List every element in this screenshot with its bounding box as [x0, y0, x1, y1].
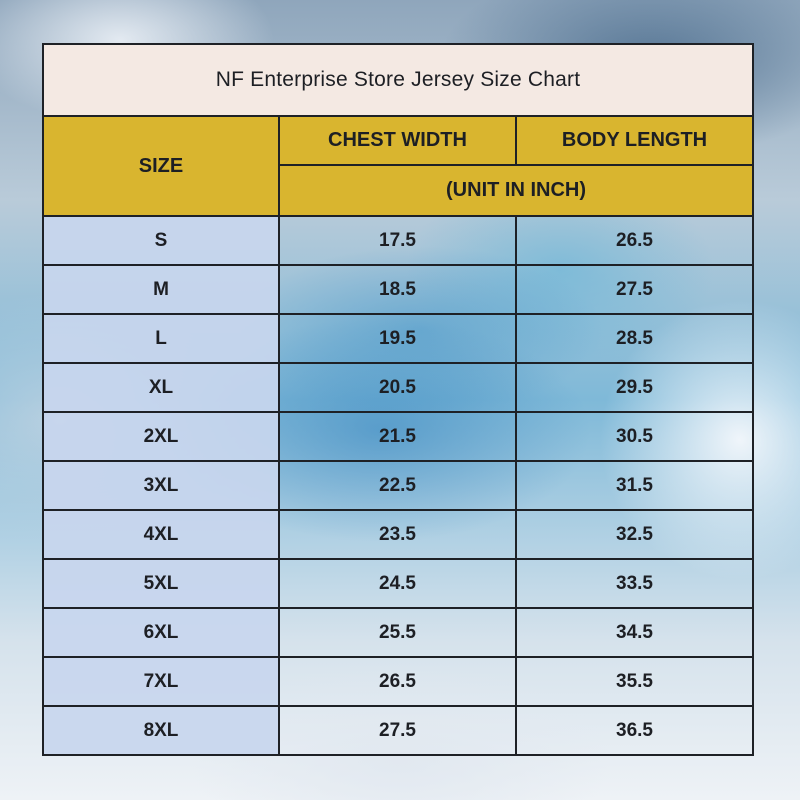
header-row: SIZE CHEST WIDTH BODY LENGTH — [42, 115, 755, 217]
unit-row: (UNIT IN INCH) — [43, 164, 755, 217]
table-row: 2XL 21.5 30.5 — [42, 411, 755, 462]
body-length-header: BODY LENGTH — [514, 115, 755, 166]
table-row: 8XL 27.5 36.5 — [42, 705, 755, 756]
body-length-cell: 30.5 — [514, 411, 755, 462]
size-cell: 7XL — [42, 656, 280, 707]
chest-width-cell: 25.5 — [278, 607, 517, 658]
table-row: 5XL 24.5 33.5 — [42, 558, 755, 609]
body-length-cell: 27.5 — [514, 264, 755, 315]
table-row: 3XL 22.5 31.5 — [42, 460, 755, 511]
size-cell: 5XL — [42, 558, 280, 609]
title-row: NF Enterprise Store Jersey Size Chart — [41, 43, 755, 117]
chest-width-cell: 18.5 — [278, 264, 517, 315]
chest-width-cell: 19.5 — [278, 313, 517, 364]
body-length-cell: 35.5 — [514, 656, 755, 707]
size-cell: 3XL — [42, 460, 280, 511]
chest-width-cell: 20.5 — [278, 362, 517, 413]
table-row: L 19.5 28.5 — [42, 313, 755, 364]
size-header: SIZE — [42, 115, 280, 217]
body-length-cell: 32.5 — [514, 509, 755, 560]
size-cell: 8XL — [42, 705, 280, 756]
body-length-cell: 29.5 — [514, 362, 755, 413]
table-row: M 18.5 27.5 — [42, 264, 755, 315]
chest-width-cell: 21.5 — [278, 411, 517, 462]
chest-width-cell: 27.5 — [278, 705, 517, 756]
table-row: S 17.5 26.5 — [42, 215, 755, 266]
size-cell: L — [42, 313, 280, 364]
size-cell: 2XL — [42, 411, 280, 462]
body-length-cell: 36.5 — [514, 705, 755, 756]
size-cell: 6XL — [42, 607, 280, 658]
unit-label: (UNIT IN INCH) — [277, 164, 755, 217]
body-length-cell: 31.5 — [514, 460, 755, 511]
size-cell: XL — [42, 362, 280, 413]
size-cell: M — [42, 264, 280, 315]
size-cell: 4XL — [42, 509, 280, 560]
chest-width-header: CHEST WIDTH — [278, 115, 517, 166]
table-row: 4XL 23.5 32.5 — [42, 509, 755, 560]
body-length-cell: 33.5 — [514, 558, 755, 609]
size-cell: S — [42, 215, 280, 266]
table-row: 7XL 26.5 35.5 — [42, 656, 755, 707]
body-length-cell: 34.5 — [514, 607, 755, 658]
body-length-cell: 26.5 — [514, 215, 755, 266]
chest-width-cell: 22.5 — [278, 460, 517, 511]
chest-width-cell: 24.5 — [278, 558, 517, 609]
chart-title: NF Enterprise Store Jersey Size Chart — [41, 43, 755, 117]
chest-width-cell: 17.5 — [278, 215, 517, 266]
chest-width-cell: 26.5 — [278, 656, 517, 707]
table-row: XL 20.5 29.5 — [42, 362, 755, 413]
table-row: 6XL 25.5 34.5 — [42, 607, 755, 658]
body-length-cell: 28.5 — [514, 313, 755, 364]
size-chart-table: NF Enterprise Store Jersey Size Chart SI… — [41, 43, 755, 756]
chest-width-cell: 23.5 — [278, 509, 517, 560]
